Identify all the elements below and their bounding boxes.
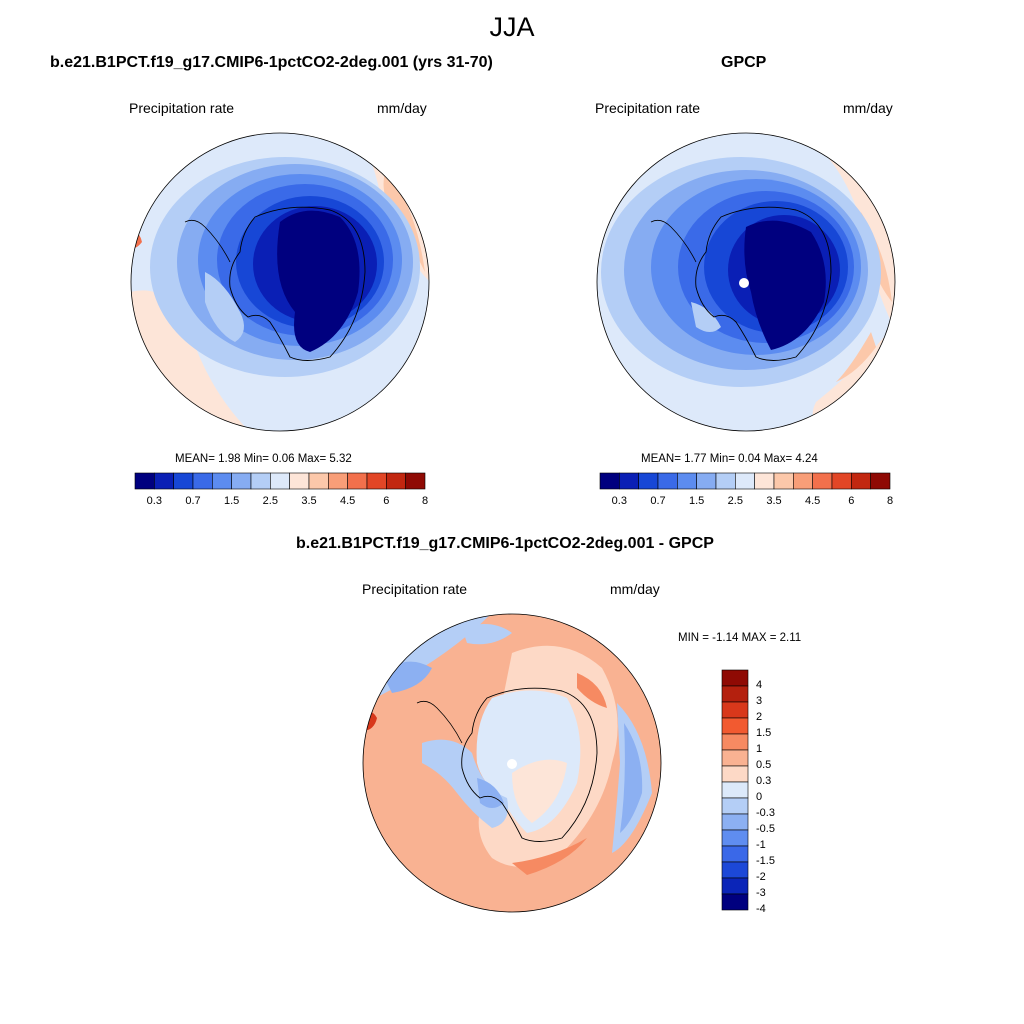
panel-obs-colorbar (599, 472, 891, 490)
panel-diff-colorbar (721, 669, 749, 911)
panel-obs-colorbar-swatch-11 (812, 472, 833, 490)
panel-obs-colorbar-swatch-0 (599, 472, 620, 490)
panel-model-variable-label: Precipitation rate (129, 100, 235, 116)
panel-diff-colorbar-tick-label: -3 (756, 887, 766, 899)
panel-obs-colorbar-swatch-10 (793, 472, 813, 490)
panel-obs-colorbar-swatch-3 (657, 472, 678, 490)
panel-model-colorbar-swatch-11 (347, 472, 368, 490)
panel-obs-colorbar-swatch-1 (619, 472, 639, 490)
panel-diff-colorbar-swatch-6 (721, 765, 749, 783)
panel-obs-colorbar-tick-label: 0.7 (650, 495, 666, 507)
panel-model-colorbar-swatch-12 (366, 472, 387, 490)
panel-model-colorbar-swatch-4 (212, 472, 232, 490)
panel-obs-units-label: mm/day (843, 100, 893, 116)
panel-diff-colorbar-swatch-5 (721, 749, 749, 767)
panel-model-colorbar-swatch-3 (192, 472, 213, 490)
panel-diff-colorbar-swatch-12 (721, 861, 749, 879)
panel-model-colorbar-tick-label: 4.5 (340, 495, 356, 507)
panel-model-units-label: mm/day (377, 100, 427, 116)
panel-diff-colorbar-tick-label: -1 (756, 839, 766, 851)
panel-diff-title: b.e21.B1PCT.f19_g17.CMIP6-1pctCO2-2deg.0… (296, 535, 714, 552)
panel-model-colorbar-tick-label: 1.5 (224, 495, 240, 507)
panel-diff-colorbar-tick-label: 4 (756, 679, 763, 691)
panel-diff-variable-label: Precipitation rate (362, 581, 468, 597)
panel-model-colorbar (134, 472, 426, 490)
panel-diff-colorbar-tick-label: -1.5 (756, 855, 775, 867)
panel-obs-colorbar-swatch-4 (677, 472, 697, 490)
panel-obs-colorbar-tick-label: 4.5 (805, 495, 821, 507)
panel-obs-colorbar-swatch-2 (638, 472, 659, 490)
panel-model-colorbar-swatch-8 (289, 472, 310, 490)
panel-diff-colorbar-swatch-8 (721, 797, 749, 815)
panel-model-colorbar-tick-label: 2.5 (262, 495, 278, 507)
panel-obs-colorbar-tick-label: 6 (848, 495, 855, 507)
panel-model-colorbar-tick-label: 6 (383, 495, 390, 507)
panel-model-colorbar-swatch-13 (386, 472, 406, 490)
panel-model-colorbar-swatch-1 (154, 472, 174, 490)
panel-obs-colorbar-swatch-14 (870, 472, 891, 490)
panel-diff-colorbar-swatch-7 (721, 781, 749, 799)
panel-obs-colorbar-tick-label: 1.5 (689, 495, 705, 507)
panel-obs-colorbar-tick-label: 0.3 (611, 495, 627, 507)
panel-model-colorbar-swatch-9 (308, 472, 329, 490)
panel-model-colorbar-swatch-2 (173, 472, 194, 490)
panel-diff-colorbar-tick-label: 3 (756, 695, 763, 707)
panel-model-map (130, 132, 430, 432)
panel-model-colorbar-tick-label: 8 (421, 495, 429, 507)
panel-model-colorbar-swatch-5 (231, 472, 252, 490)
panel-obs-colorbar-tick-label: 3.5 (766, 495, 782, 507)
panel-obs-stats: MEAN= 1.77 Min= 0.04 Max= 4.24 (641, 453, 818, 465)
panel-diff-colorbar-tick-label: 0.5 (756, 759, 772, 771)
panel-obs-colorbar-swatch-6 (715, 472, 736, 490)
panel-obs-colorbar-swatch-12 (831, 472, 852, 490)
panel-diff-colorbar-tick-label: 1.5 (756, 727, 772, 739)
figure-title: JJA (489, 12, 535, 42)
panel-diff-colorbar-swatch-11 (721, 845, 749, 863)
panel-model-colorbar-swatch-6 (250, 472, 271, 490)
panel-diff-colorbar-tick-label: 1 (756, 743, 763, 755)
panel-obs-colorbar-swatch-9 (773, 472, 794, 490)
panel-model-colorbar-swatch-7 (270, 472, 290, 490)
panel-model-colorbar-tick-label: 3.5 (301, 495, 317, 507)
panel-diff-map (362, 613, 662, 913)
panel-model-stats: MEAN= 1.98 Min= 0.06 Max= 5.32 (175, 453, 352, 465)
panel-obs-title: GPCP (721, 54, 767, 71)
panel-diff-colorbar-swatch-0 (721, 669, 749, 687)
panel-diff-colorbar-tick-label: -4 (756, 903, 766, 915)
panel-obs-colorbar-tick-label: 2.5 (727, 495, 743, 507)
panel-obs-colorbar-swatch-5 (696, 472, 717, 490)
panel-obs-variable-label: Precipitation rate (595, 100, 701, 116)
panel-model-colorbar-swatch-10 (328, 472, 348, 490)
panel-model-colorbar-swatch-14 (405, 472, 426, 490)
panel-diff-colorbar-swatch-2 (721, 701, 749, 719)
panel-model-colorbar-swatch-0 (134, 472, 155, 490)
panel-model-colorbar-tick-label: 0.3 (146, 495, 162, 507)
panel-diff-units-label: mm/day (610, 581, 660, 597)
panel-obs-colorbar-swatch-8 (754, 472, 775, 490)
panel-diff-colorbar-tick-label: 2 (756, 711, 763, 723)
panel-model-colorbar-tick-label: 0.7 (185, 495, 201, 507)
panel-diff-colorbar-swatch-9 (721, 813, 749, 831)
panel-diff-colorbar-swatch-3 (721, 717, 749, 735)
panel-diff-colorbar-swatch-4 (721, 733, 749, 751)
panel-obs-colorbar-swatch-13 (851, 472, 871, 490)
panel-diff-colorbar-swatch-1 (721, 685, 749, 703)
panel-obs-colorbar-swatch-7 (735, 472, 755, 490)
panel-diff-stats: MIN = -1.14 MAX = 2.11 (678, 632, 802, 644)
panel-diff-colorbar-swatch-13 (721, 877, 749, 895)
panel-diff-colorbar-tick-label: 0.3 (756, 775, 772, 787)
panel-diff-colorbar-swatch-10 (721, 829, 749, 847)
panel-diff-colorbar-tick-label: -0.5 (756, 823, 775, 835)
panel-obs-map (596, 132, 896, 432)
panel-obs-colorbar-tick-label: 8 (886, 495, 894, 507)
panel-model-title: b.e21.B1PCT.f19_g17.CMIP6-1pctCO2-2deg.0… (50, 54, 493, 71)
panel-diff-colorbar-tick-label: -2 (756, 871, 766, 883)
panel-diff-colorbar-tick-label: -0.3 (756, 807, 775, 819)
panel-diff-colorbar-tick-label: 0 (756, 791, 763, 803)
panel-diff-colorbar-swatch-14 (721, 893, 749, 911)
